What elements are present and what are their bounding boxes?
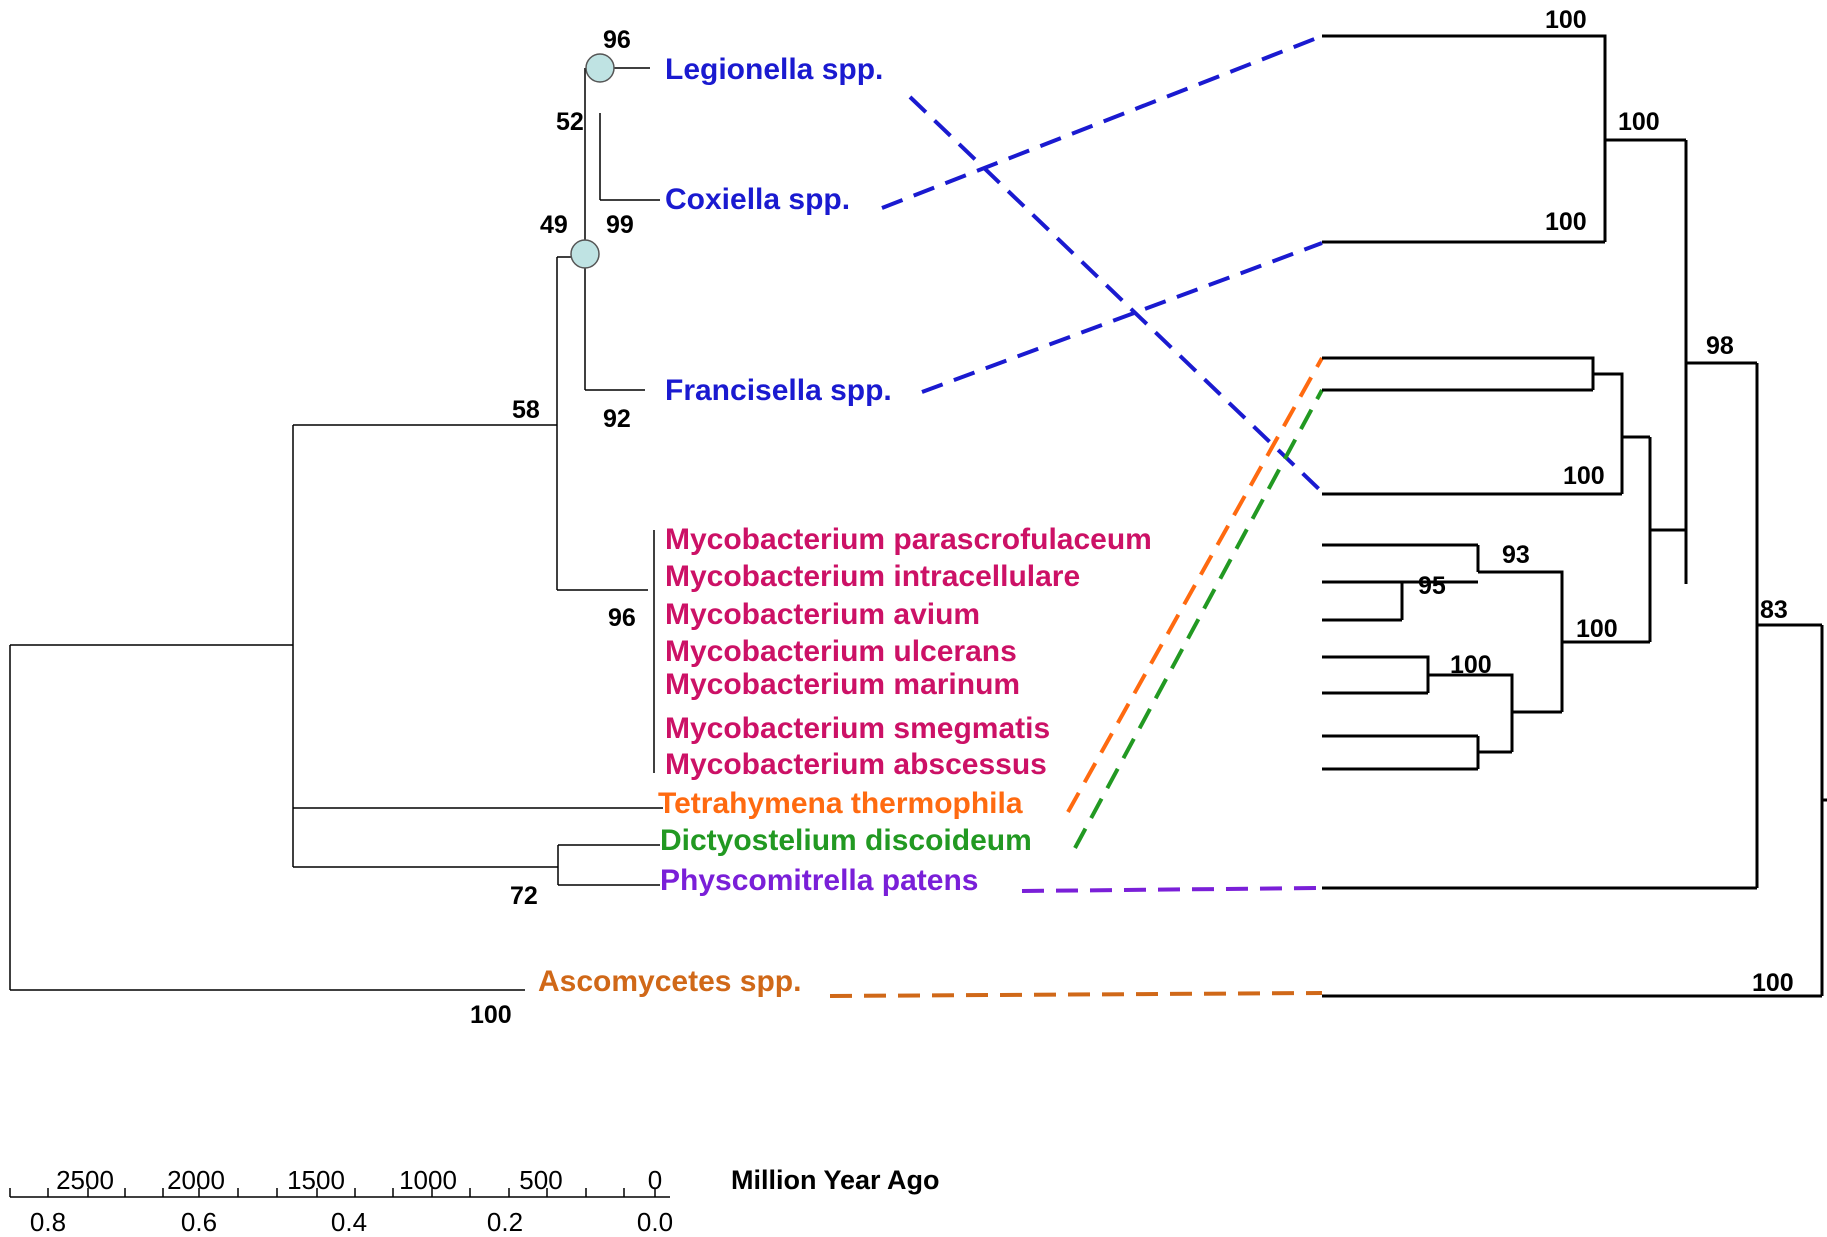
- right-mid-clade: [1322, 356, 1650, 496]
- connector-legionella: [908, 95, 1324, 494]
- support-52: 52: [556, 108, 584, 136]
- time-axis: 2500 2000 1500 1000 500 0 0.8 0.6 0.4 0.…: [9, 1165, 940, 1237]
- left-root-branch: [9, 644, 525, 991]
- support-72: 72: [510, 882, 538, 910]
- rsupport-83: 83: [1760, 596, 1788, 624]
- taxon-myco-smegmatis: Mycobacterium smegmatis: [665, 712, 1050, 745]
- taxon-myco-abscessus: Mycobacterium abscessus: [665, 748, 1047, 781]
- left-support-values: 96 52 49 99 92 58 96 72 100: [470, 26, 636, 1029]
- rsupport-100-mid: 100: [1563, 462, 1605, 490]
- axis-tick-top-4: 500: [519, 1165, 562, 1195]
- tanglegram-connectors: [829, 34, 1324, 998]
- right-node-98: [1684, 140, 1757, 584]
- taxon-myco-avium: Mycobacterium avium: [665, 598, 980, 631]
- right-top-clade: [1322, 34, 1686, 244]
- axis-tick-top-2: 1500: [287, 1165, 345, 1195]
- rsupport-100-low: 100: [1450, 651, 1492, 679]
- rsupport-98: 98: [1706, 332, 1734, 360]
- support-francisella: 92: [603, 405, 631, 433]
- axis-tick-top-1: 2000: [167, 1165, 225, 1195]
- axis-tick-bottom-3: 0.2: [487, 1207, 523, 1237]
- axis-tick-bottom-1: 0.6: [181, 1207, 217, 1237]
- axis-tick-top-0: 2500: [56, 1165, 114, 1195]
- rsupport-top-b: 100: [1618, 108, 1660, 136]
- node-circle-legionella: [585, 53, 615, 83]
- right-myco-join: [1562, 437, 1686, 644]
- axis-tick-top-3: 1000: [399, 1165, 457, 1195]
- rsupport-top-c: 100: [1545, 208, 1587, 236]
- taxon-legionella: Legionella spp.: [665, 53, 883, 86]
- taxon-dictyostelium: Dictyostelium discoideum: [660, 824, 1032, 857]
- right-root: [1322, 625, 1827, 998]
- connector-physcomitrella: [1021, 886, 1323, 893]
- rsupport-93: 93: [1502, 541, 1530, 569]
- support-mycobacteria: 96: [608, 604, 636, 632]
- support-49: 49: [540, 211, 568, 239]
- rsupport-top-a: 100: [1545, 6, 1587, 34]
- taxon-myco-marinum: Mycobacterium marinum: [665, 668, 1020, 701]
- taxon-tetrahymena: Tetrahymena thermophila: [658, 787, 1023, 820]
- left-node-49: [584, 68, 645, 391]
- taxon-myco-ulcerans: Mycobacterium ulcerans: [665, 635, 1017, 668]
- left-main-node: [292, 424, 663, 868]
- axis-tick-bottom-2: 0.4: [331, 1207, 367, 1237]
- left-node-72: [557, 844, 660, 886]
- axis-tick-top-5: 0: [648, 1165, 662, 1195]
- taxon-ascomycetes: Ascomycetes spp.: [538, 965, 801, 998]
- axis-tick-bottom-0: 0.8: [30, 1207, 66, 1237]
- right-support-values: 100 100 100 98 100 93 95 100 100 83 100: [1418, 6, 1794, 997]
- axis-minor-ticks: [9, 1188, 656, 1197]
- connector-ascomycetes: [829, 991, 1323, 998]
- support-58: 58: [512, 396, 540, 424]
- taxon-myco-parascrofulaceum: Mycobacterium parascrofulaceum: [665, 523, 1152, 556]
- left-node-52: [599, 113, 660, 201]
- taxon-francisella: Francisella spp.: [665, 374, 892, 407]
- support-99: 99: [606, 211, 634, 239]
- right-tree: [1322, 34, 1827, 998]
- node-circle-49: [570, 239, 600, 269]
- connector-dictyostelium: [1073, 389, 1324, 849]
- rsupport-root: 100: [1752, 969, 1794, 997]
- connector-coxiella: [881, 34, 1323, 210]
- taxon-physcomitrella: Physcomitrella patens: [660, 864, 978, 897]
- connector-francisella: [921, 241, 1323, 394]
- axis-title: Million Year Ago: [731, 1165, 940, 1195]
- axis-tick-bottom-4: 0.0: [637, 1207, 673, 1237]
- rsupport-95: 95: [1418, 572, 1446, 600]
- right-node-83: [1322, 363, 1822, 890]
- taxa-labels: Legionella spp. Coxiella spp. Francisell…: [538, 53, 1152, 998]
- taxon-myco-intracellulare: Mycobacterium intracellulare: [665, 560, 1080, 593]
- rsupport-100-myco: 100: [1576, 615, 1618, 643]
- taxon-coxiella: Coxiella spp.: [665, 183, 850, 216]
- support-root-left: 100: [470, 1001, 512, 1029]
- right-myco-subclade: [1322, 655, 1562, 771]
- right-myco-clade: [1322, 543, 1564, 712]
- support-legionella: 96: [603, 26, 631, 54]
- connector-tetrahymena: [1066, 357, 1324, 813]
- left-tree: [9, 53, 663, 991]
